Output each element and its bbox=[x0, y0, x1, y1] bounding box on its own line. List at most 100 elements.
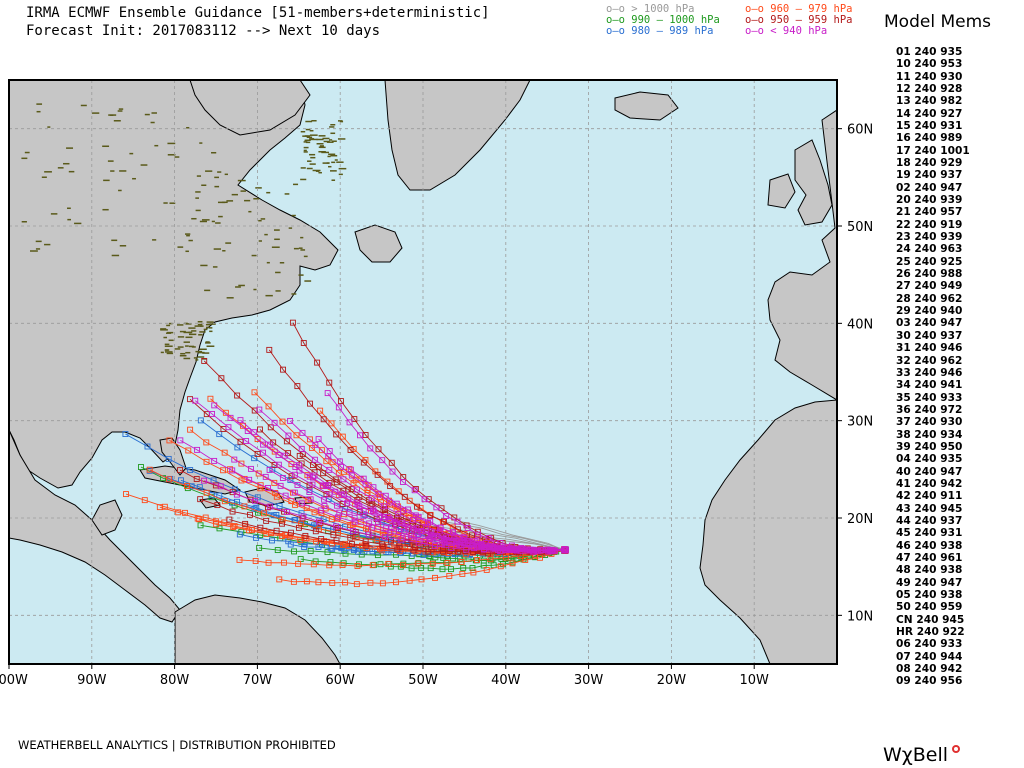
lake-mark bbox=[185, 351, 191, 354]
track-point bbox=[449, 529, 456, 536]
lake-mark bbox=[188, 239, 193, 242]
track-point bbox=[370, 507, 376, 514]
lake-mark bbox=[215, 222, 221, 224]
track-point bbox=[279, 516, 286, 523]
track-point bbox=[398, 536, 405, 543]
track-point bbox=[334, 515, 340, 522]
track-point bbox=[194, 446, 201, 453]
track-point bbox=[218, 375, 225, 382]
track-point bbox=[326, 466, 333, 473]
lake-mark bbox=[144, 113, 150, 116]
track-point bbox=[231, 523, 238, 530]
member-row: 29 240 940 bbox=[896, 305, 963, 318]
track-point bbox=[256, 406, 263, 413]
track-point bbox=[333, 479, 340, 486]
lake-mark bbox=[218, 215, 223, 218]
lake-mark bbox=[199, 220, 207, 223]
footer-disclaimer: WEATHERBELL ANALYTICS | DISTRIBUTION PRO… bbox=[18, 738, 336, 752]
track-point bbox=[196, 484, 203, 491]
lake-mark bbox=[44, 171, 52, 173]
lake-mark bbox=[291, 214, 296, 217]
track-point bbox=[307, 400, 313, 407]
lake-mark bbox=[330, 132, 336, 135]
track-point bbox=[263, 517, 270, 524]
track-point bbox=[333, 523, 339, 530]
lake-mark bbox=[226, 200, 234, 202]
lake-mark bbox=[211, 151, 217, 154]
lon-label: 100W bbox=[0, 673, 28, 688]
track-point bbox=[326, 491, 333, 498]
track-point bbox=[367, 445, 374, 452]
land-baffin bbox=[189, 80, 311, 136]
member-row: 30 240 937 bbox=[896, 329, 963, 342]
track-point bbox=[427, 565, 434, 572]
track-point bbox=[483, 566, 490, 573]
track-point bbox=[366, 520, 373, 527]
lake-mark bbox=[303, 146, 309, 149]
lake-mark bbox=[91, 112, 100, 114]
track-point bbox=[333, 431, 340, 438]
track-point bbox=[428, 546, 435, 553]
track-point bbox=[382, 492, 389, 499]
lake-mark bbox=[330, 124, 336, 126]
lake-mark bbox=[36, 110, 41, 113]
track-point bbox=[317, 407, 324, 414]
track-point bbox=[378, 547, 385, 554]
track-point bbox=[436, 528, 443, 535]
member-row: 15 240 931 bbox=[896, 120, 963, 133]
lake-mark bbox=[35, 248, 41, 250]
lake-mark bbox=[303, 141, 307, 143]
lake-mark bbox=[180, 352, 186, 355]
lon-label: 10W bbox=[739, 673, 769, 688]
track-point bbox=[251, 497, 258, 504]
lake-mark bbox=[275, 271, 281, 274]
lake-mark bbox=[30, 250, 38, 252]
track-point bbox=[328, 420, 335, 427]
lake-mark bbox=[338, 173, 343, 176]
lon-label: 20W bbox=[657, 673, 687, 688]
track-point bbox=[251, 505, 258, 512]
longitude-labels: 100W 90W 80W 70W 60W 50W 40W 30W 20W 10W bbox=[0, 664, 769, 688]
lake-mark bbox=[198, 351, 205, 354]
track-point bbox=[406, 497, 413, 504]
track-point bbox=[271, 462, 278, 469]
track-point bbox=[276, 576, 283, 583]
track-point bbox=[412, 544, 419, 550]
track-point bbox=[498, 555, 505, 562]
track-point bbox=[562, 547, 569, 554]
track-point bbox=[480, 557, 487, 564]
track-point bbox=[175, 509, 182, 516]
track-point bbox=[192, 397, 199, 404]
lake-mark bbox=[164, 351, 173, 353]
lake-mark bbox=[316, 143, 324, 145]
lake-mark bbox=[303, 255, 308, 258]
track-point bbox=[365, 531, 372, 538]
lake-mark bbox=[312, 169, 321, 172]
track-point bbox=[396, 528, 402, 535]
track-point bbox=[146, 466, 153, 473]
track-point bbox=[379, 541, 386, 548]
member-row: 47 240 961 bbox=[896, 551, 963, 564]
lake-mark bbox=[274, 238, 280, 241]
track-point bbox=[342, 550, 349, 557]
track-point bbox=[262, 473, 269, 480]
lake-mark bbox=[266, 261, 270, 264]
lake-mark bbox=[196, 175, 202, 177]
lake-mark bbox=[258, 240, 262, 242]
member-row: 33 240 946 bbox=[896, 366, 963, 379]
track-point bbox=[311, 456, 318, 463]
track-point bbox=[339, 433, 346, 440]
lon-label: 70W bbox=[243, 673, 273, 688]
lake-mark bbox=[185, 233, 191, 235]
lake-mark bbox=[212, 266, 218, 268]
lake-mark bbox=[163, 336, 168, 339]
map-subtitle: Forecast Init: 2017083112 --> Next 10 da… bbox=[26, 23, 381, 39]
track-point bbox=[399, 519, 406, 526]
track-point bbox=[353, 534, 360, 541]
track-point bbox=[357, 518, 364, 525]
member-row: 28 240 962 bbox=[896, 292, 963, 305]
track-point bbox=[411, 534, 418, 541]
track-point bbox=[306, 436, 313, 443]
lake-mark bbox=[255, 187, 262, 189]
